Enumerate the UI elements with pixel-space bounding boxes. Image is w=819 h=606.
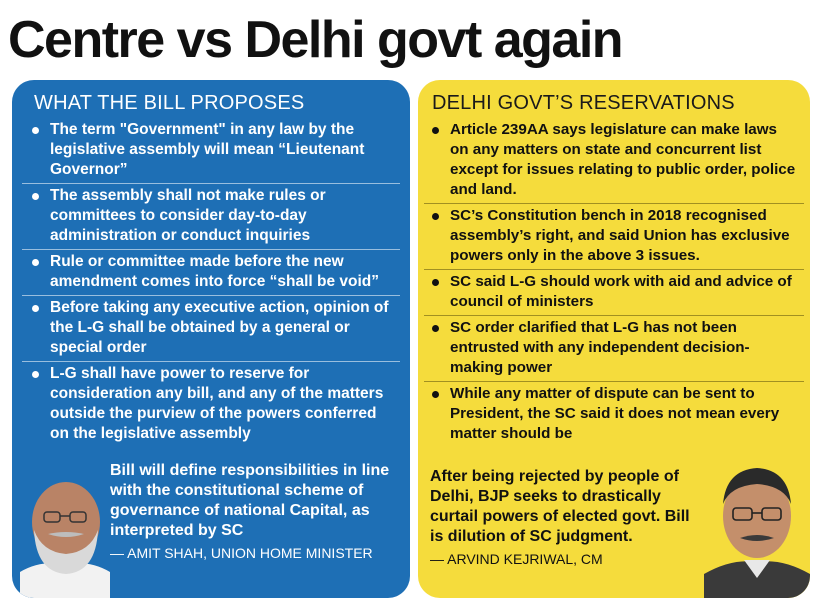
arvind-kejriwal-portrait <box>704 452 810 598</box>
delhi-reservations-title: DELHI GOVT’S RESERVATIONS <box>432 92 735 114</box>
bullet-icon <box>432 127 439 134</box>
list-item-text: SC said L-G should work with aid and adv… <box>450 273 792 310</box>
kejriwal-quote: After being rejected by people of Delhi,… <box>430 467 700 567</box>
list-item-text: The term "Government" in any law by the … <box>50 121 365 178</box>
quote-attribution: — AMIT SHAH, UNION HOME MINISTER <box>110 545 373 561</box>
bullet-icon <box>432 279 439 286</box>
delhi-reservations-list: Article 239AA says legislature can make … <box>418 118 810 447</box>
headline: Centre vs Delhi govt again <box>8 11 624 69</box>
amit-shah-portrait <box>20 460 110 598</box>
bullet-icon <box>32 193 39 200</box>
quote-attribution: — ARVIND KEJRIWAL, CM <box>430 551 603 567</box>
delhi-reservations-panel: DELHI GOVT’S RESERVATIONS Article 239AA … <box>418 80 810 598</box>
bullet-icon <box>432 391 439 398</box>
bill-proposals-panel: WHAT THE BILL PROPOSES The term "Governm… <box>12 80 410 598</box>
list-item-text: While any matter of dispute can be sent … <box>450 385 780 442</box>
bill-proposals-list: The term "Government" in any law by the … <box>12 118 410 447</box>
list-item-text: Before taking any executive action, opin… <box>50 299 389 356</box>
list-item-text: Rule or committee made before the new am… <box>50 253 380 290</box>
bullet-icon <box>432 213 439 220</box>
list-item: SC’s Constitution bench in 2018 recognis… <box>424 204 804 270</box>
bullet-icon <box>32 371 39 378</box>
list-item-text: L-G shall have power to reserve for cons… <box>50 365 384 442</box>
bullet-icon <box>32 127 39 134</box>
list-item-text: The assembly shall not make rules or com… <box>50 187 326 244</box>
list-item: SC order clarified that L-G has not been… <box>424 316 804 382</box>
bullet-icon <box>32 259 39 266</box>
bullet-icon <box>32 305 39 312</box>
list-item: Article 239AA says legislature can make … <box>424 118 804 204</box>
list-item-text: SC’s Constitution bench in 2018 recognis… <box>450 207 790 264</box>
quote-text: Bill will define responsibilities in lin… <box>110 462 390 539</box>
list-item: Rule or committee made before the new am… <box>22 250 400 296</box>
list-item-text: Article 239AA says legislature can make … <box>450 121 796 198</box>
list-item: The assembly shall not make rules or com… <box>22 184 400 250</box>
list-item-text: SC order clarified that L-G has not been… <box>450 319 750 376</box>
bullet-icon <box>432 325 439 332</box>
quote-text: After being rejected by people of Delhi,… <box>430 468 690 545</box>
list-item: While any matter of dispute can be sent … <box>424 382 804 447</box>
bill-proposals-title: WHAT THE BILL PROPOSES <box>34 92 305 114</box>
list-item: SC said L-G should work with aid and adv… <box>424 270 804 316</box>
list-item: The term "Government" in any law by the … <box>22 118 400 184</box>
amit-shah-quote: Bill will define responsibilities in lin… <box>110 461 402 561</box>
list-item: Before taking any executive action, opin… <box>22 296 400 362</box>
list-item: L-G shall have power to reserve for cons… <box>22 362 400 447</box>
